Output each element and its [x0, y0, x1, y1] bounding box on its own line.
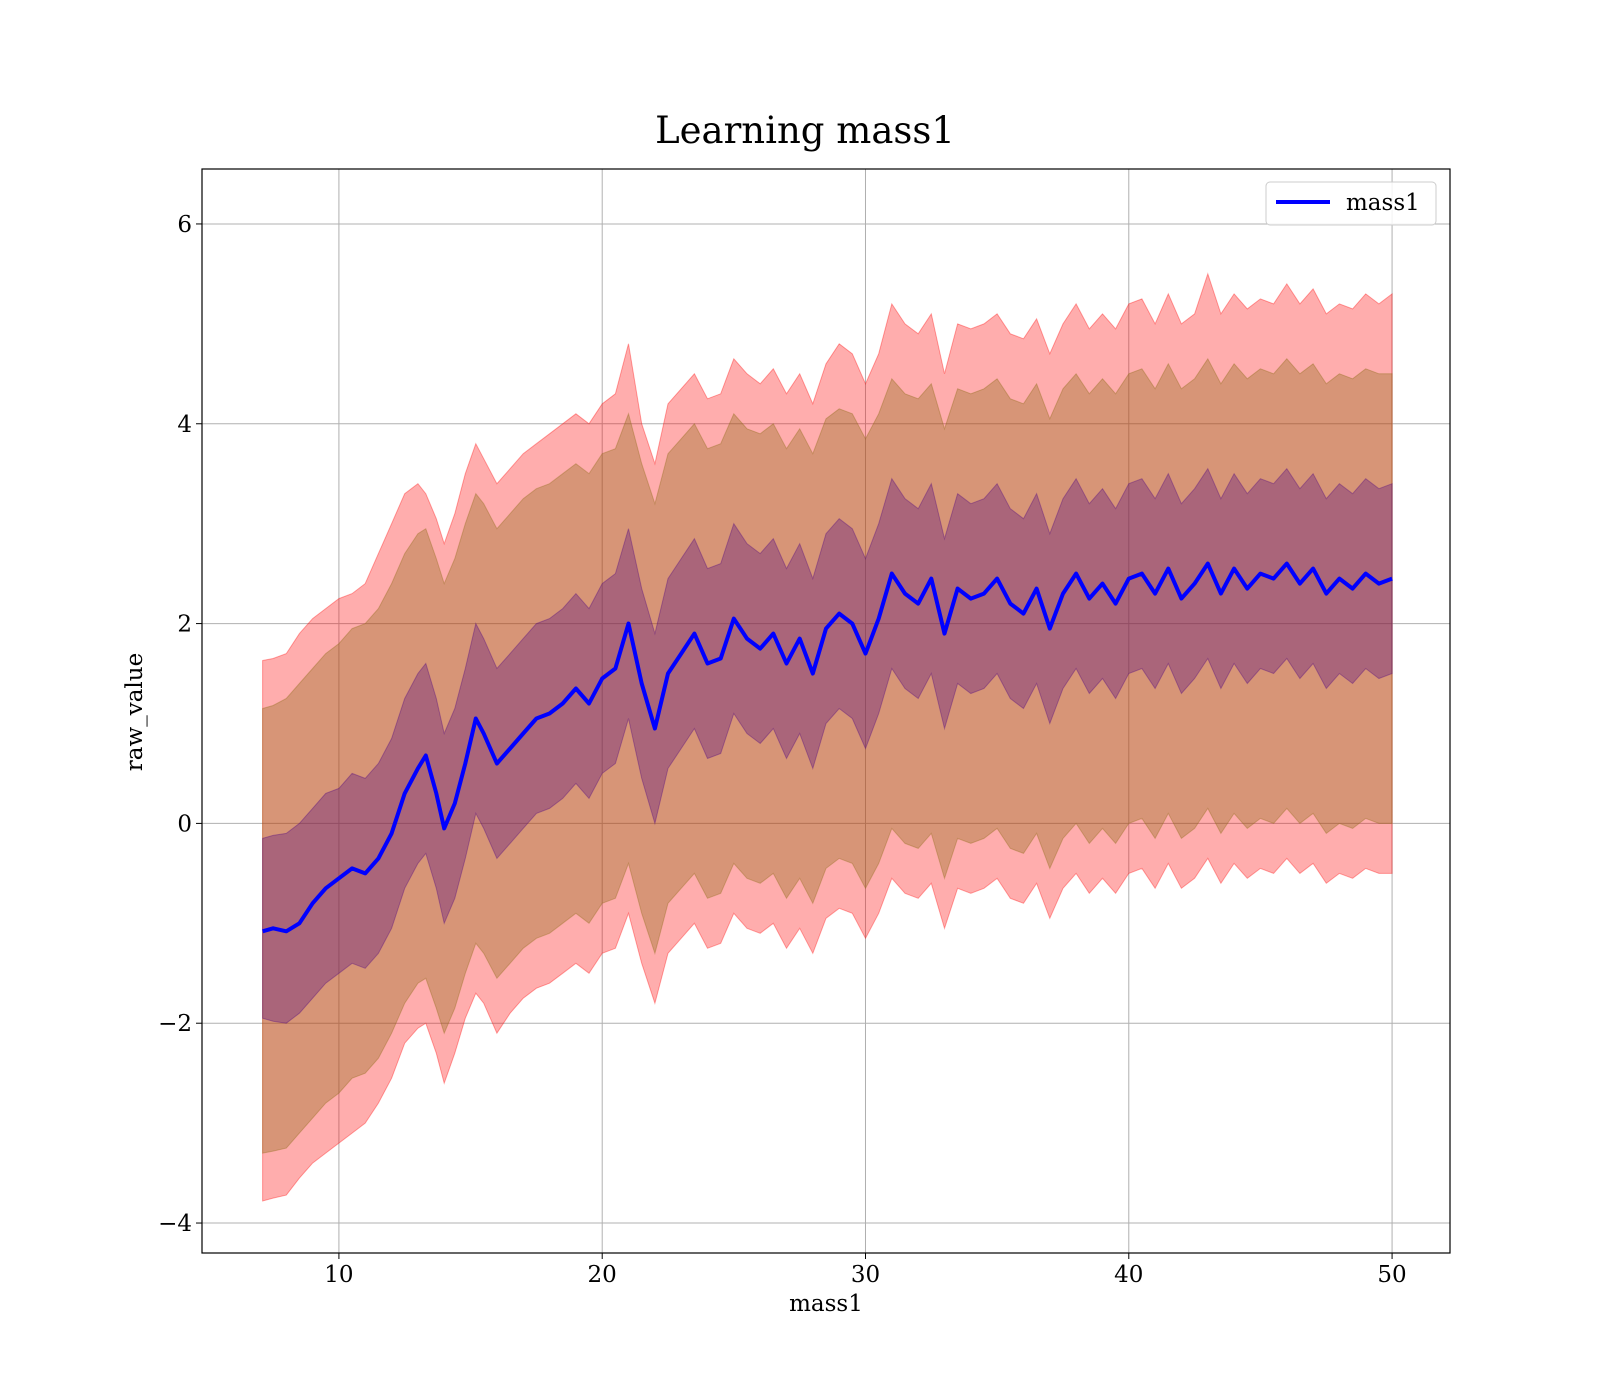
legend-entry: mass1: [1346, 190, 1420, 216]
x-tick-label: 10: [324, 1262, 353, 1288]
y-tick-label: −4: [158, 1211, 192, 1237]
plot-frame: [201, 168, 1451, 1254]
y-tick-label: 0: [177, 811, 192, 837]
inner-band: [262, 467, 1393, 1024]
series-line-mass1: [262, 561, 1393, 934]
x-tick-label: 20: [588, 1262, 617, 1288]
x-axis-label: mass1: [789, 1291, 863, 1317]
y-tick-label: 4: [177, 412, 192, 438]
x-tick-label: 50: [1377, 1262, 1406, 1288]
middle-band: [262, 357, 1393, 1154]
outer-band: [262, 272, 1393, 1202]
x-axis-ticks: 10 20 30 40 50: [324, 1253, 1407, 1288]
grid: [202, 169, 1450, 1253]
chart-title: Learning mass1: [655, 109, 955, 152]
series-line-layer: [262, 561, 1393, 934]
legend-box: [1265, 181, 1437, 226]
y-tick-label: 6: [177, 212, 192, 238]
x-tick-label: 30: [851, 1262, 880, 1288]
y-tick-label: −2: [158, 1011, 192, 1037]
y-axis-label: raw_value: [122, 653, 148, 771]
y-tick-label: 2: [177, 612, 192, 638]
legend: mass1: [1265, 181, 1437, 226]
y-axis-ticks: −4 −2 0 2 4 6: [158, 212, 202, 1237]
confidence-bands: [262, 272, 1393, 1202]
x-tick-label: 40: [1114, 1262, 1143, 1288]
